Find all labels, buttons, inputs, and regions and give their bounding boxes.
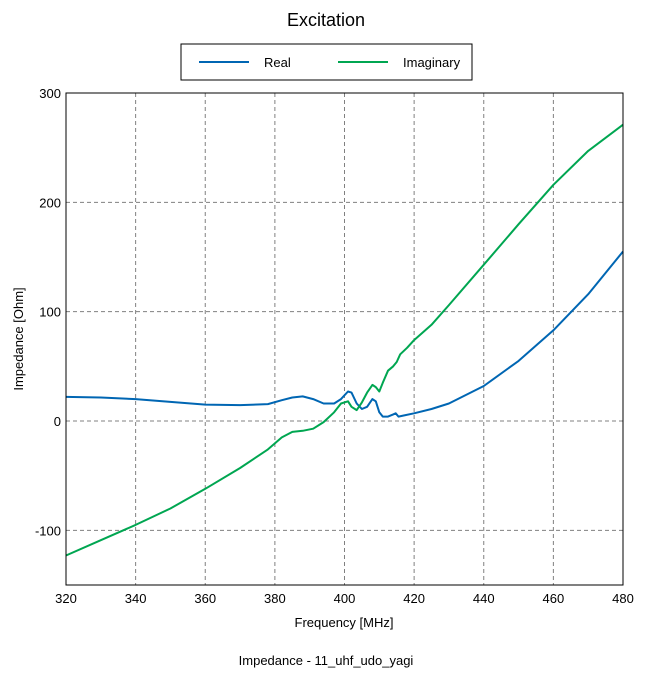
y-tick-label: 200	[39, 195, 61, 210]
x-tick-label: 320	[55, 591, 77, 606]
x-tick-label: 460	[543, 591, 565, 606]
grid	[66, 93, 623, 585]
y-ticks: -100 0 100 200 300	[35, 86, 61, 538]
x-tick-label: 340	[125, 591, 147, 606]
x-tick-label: 400	[334, 591, 356, 606]
legend: Real Imaginary	[180, 43, 473, 81]
series-line-imaginary	[65, 123, 624, 557]
y-tick-label: 300	[39, 86, 61, 101]
x-axis-label: Frequency [MHz]	[295, 615, 394, 630]
plot-frame	[65, 92, 624, 586]
series-line-real	[65, 250, 624, 418]
x-tick-label: 420	[403, 591, 425, 606]
chart-title: Excitation	[287, 10, 365, 30]
y-axis-label: Impedance [Ohm]	[11, 287, 26, 390]
series-group	[65, 123, 624, 557]
chart-caption: Impedance - 11_uhf_udo_yagi	[239, 653, 414, 668]
y-tick-label: -100	[35, 523, 61, 538]
x-tick-label: 380	[264, 591, 286, 606]
y-tick-label: 100	[39, 305, 61, 320]
x-ticks: 320 340 360 380 400 420 440 460 480	[55, 591, 634, 606]
legend-label-imaginary: Imaginary	[403, 55, 461, 70]
y-tick-label: 0	[54, 414, 61, 429]
x-tick-label: 480	[612, 591, 634, 606]
x-tick-label: 440	[473, 591, 495, 606]
legend-label-real: Real	[264, 55, 291, 70]
x-tick-label: 360	[194, 591, 216, 606]
